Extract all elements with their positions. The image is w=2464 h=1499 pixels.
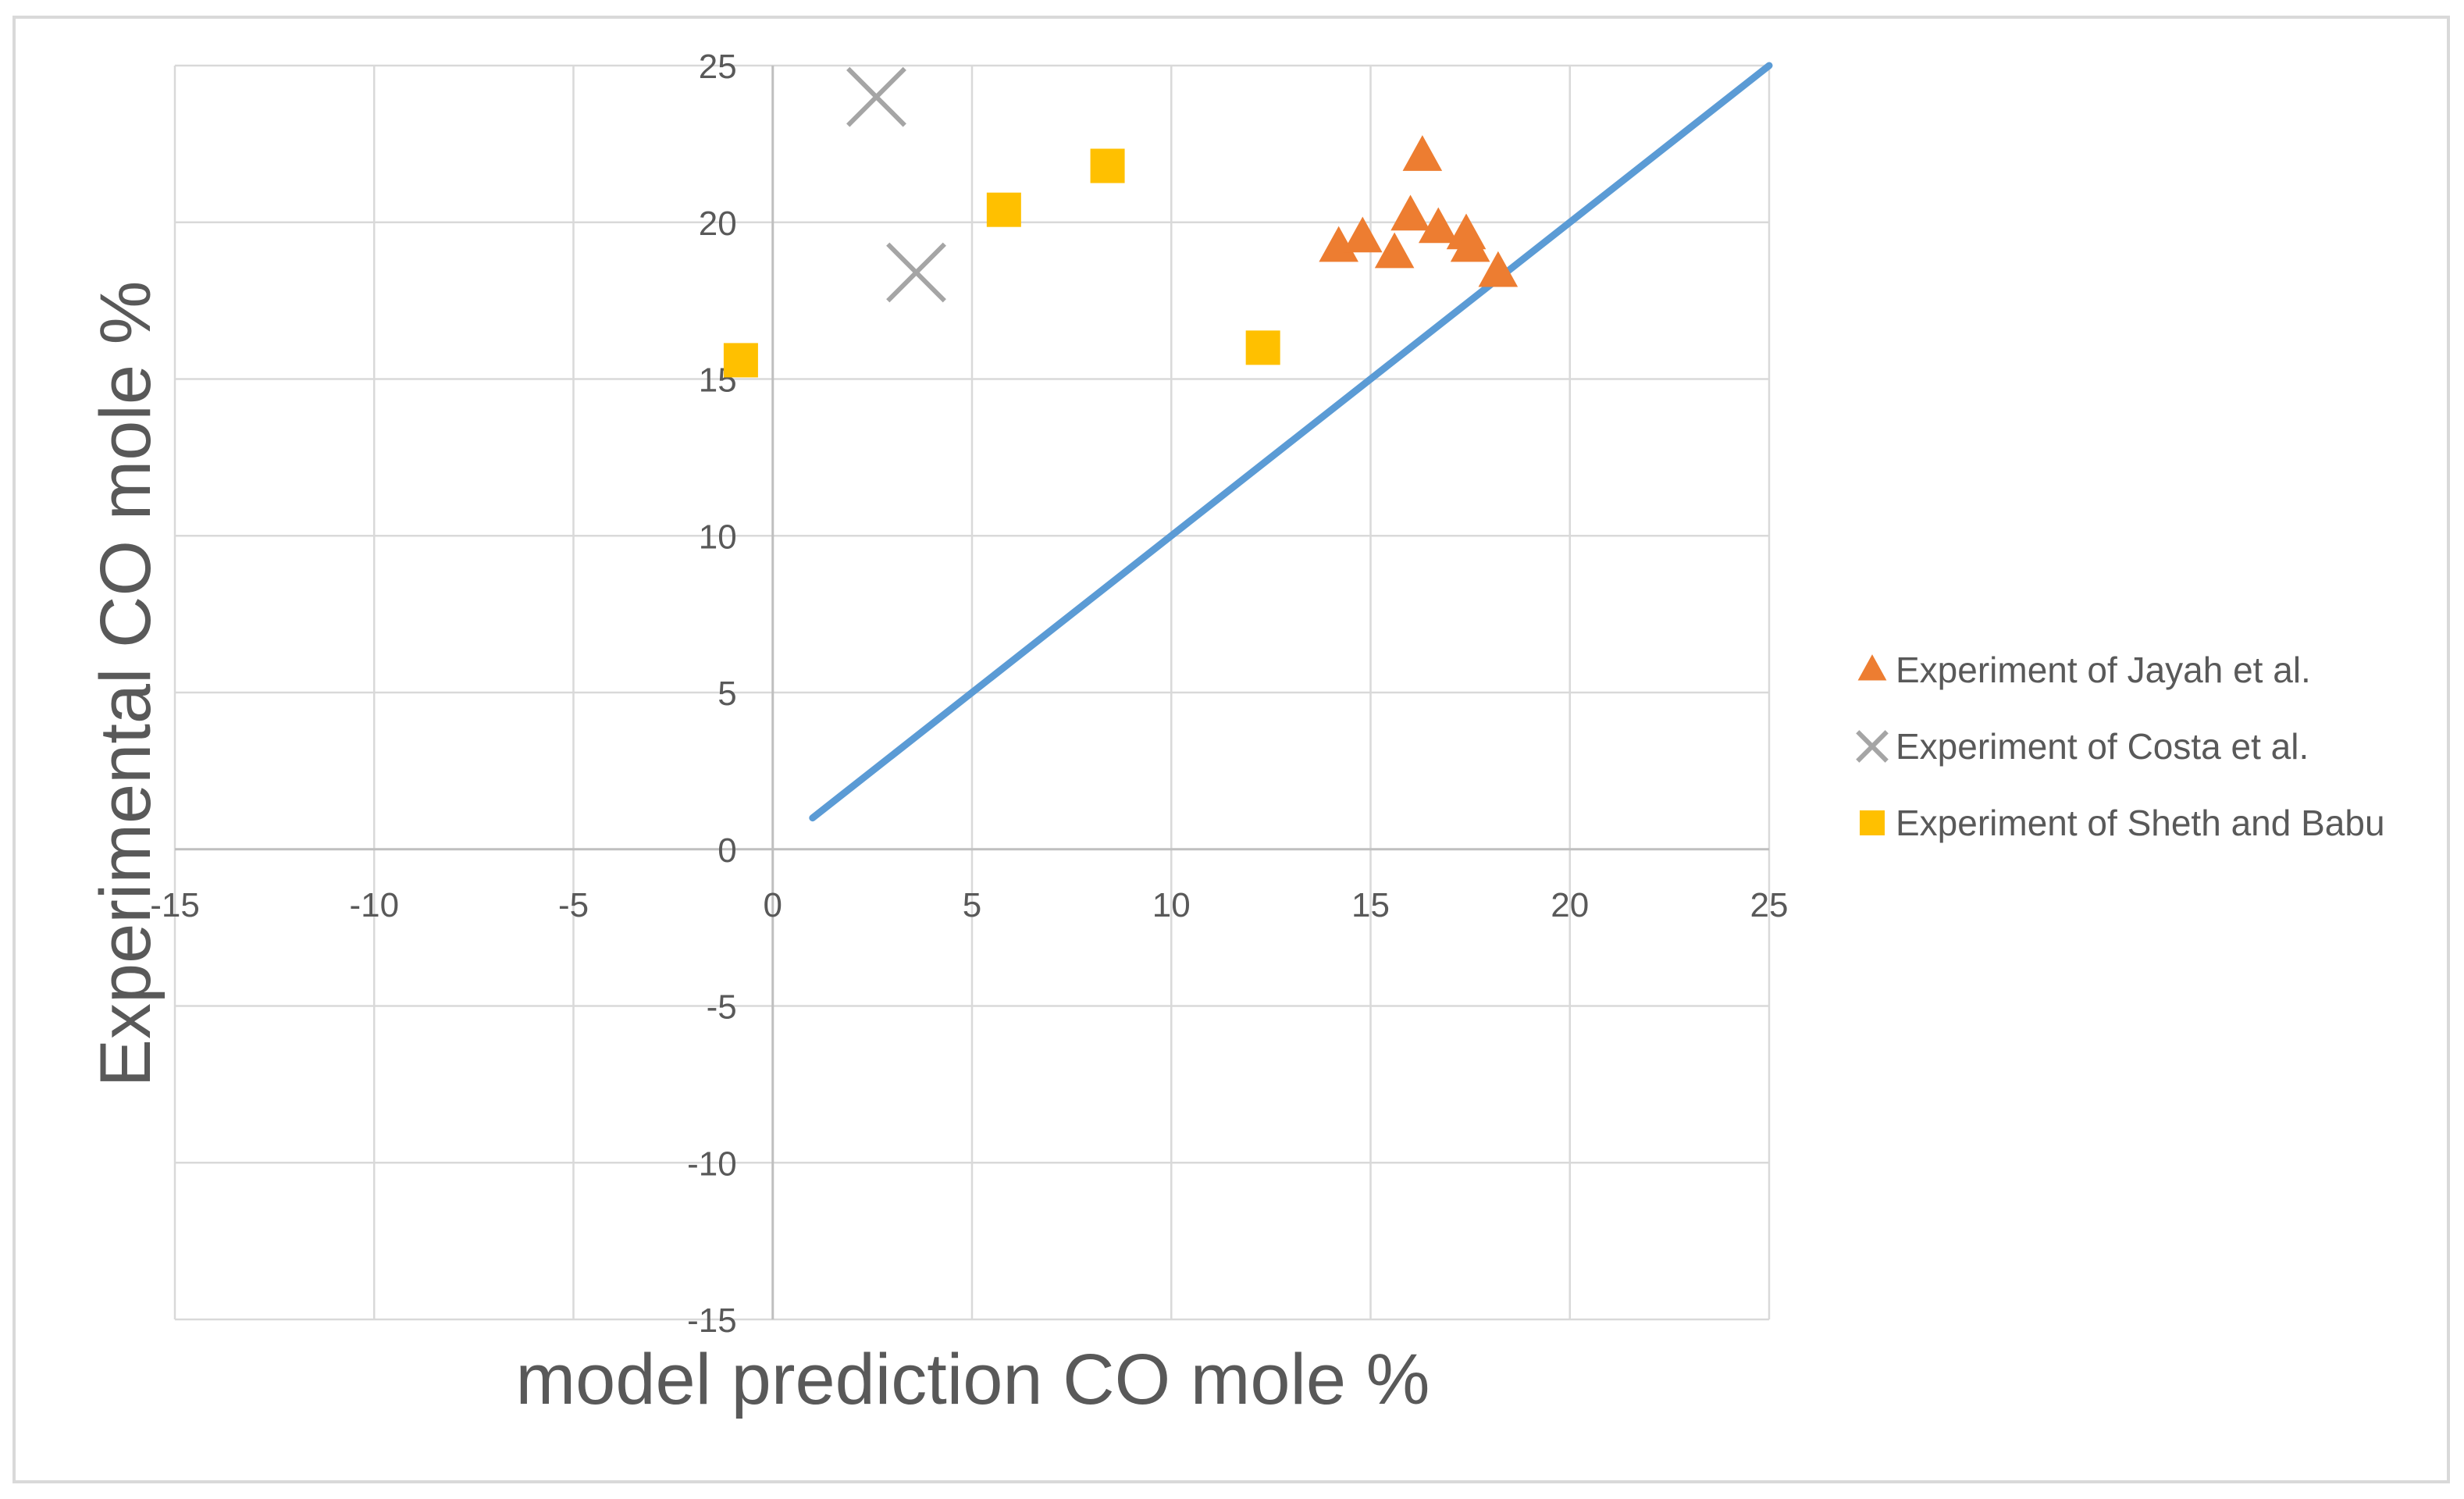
legend-item-costa: Experiment of Costa et al.	[1856, 726, 2309, 767]
axes	[175, 66, 1769, 1319]
data-point-square	[1090, 148, 1125, 183]
data-point-square	[723, 343, 758, 378]
y-tick-label: 10	[699, 518, 737, 556]
legend-marker-x	[1856, 730, 1889, 763]
data-points	[723, 66, 1519, 378]
gridlines	[173, 64, 1771, 1321]
x-axis-title: model prediction CO mole %	[516, 1340, 1430, 1419]
x-marker-stroke	[886, 242, 946, 303]
legend-marker-square	[1860, 810, 1885, 835]
x-tick-label: 25	[1750, 886, 1789, 924]
x-tick-label: 15	[1351, 886, 1390, 924]
data-point-triangle	[1342, 216, 1383, 253]
x-tick-label: 5	[963, 886, 981, 924]
legend-label-sheth-babu: Experiment of Sheth and Babu	[1896, 803, 2385, 843]
data-point-square	[1245, 330, 1280, 365]
chart-border	[12, 16, 2450, 1483]
y-tick-label: -10	[687, 1145, 737, 1183]
data-point-triangle	[1374, 232, 1415, 269]
data-point-triangle	[1418, 207, 1458, 244]
y-tick-label: 0	[717, 831, 736, 870]
legend-label-costa: Experiment of Costa et al.	[1896, 726, 2309, 767]
x-tick-label: -15	[150, 886, 200, 924]
x-tick-label: 0	[764, 886, 782, 924]
legend-item-sheth-babu: Experiment of Sheth and Babu	[1860, 803, 2385, 843]
y-tick-label: 25	[699, 48, 737, 86]
data-point-square	[986, 192, 1021, 227]
y-tick-label: -15	[687, 1301, 737, 1340]
x-marker-stroke	[846, 66, 906, 127]
legend-marker-triangle	[1857, 654, 1887, 681]
x-tick-label: -5	[558, 886, 589, 924]
data-point-triangle	[1319, 226, 1358, 262]
x-tick-label: 10	[1152, 886, 1191, 924]
data-point-triangle	[1450, 226, 1490, 262]
y-axis-title: Experimental CO mole %	[86, 281, 166, 1088]
y-tick-label: 5	[717, 675, 736, 713]
data-point-triangle	[1402, 135, 1443, 171]
x-tick-label: 20	[1551, 886, 1589, 924]
x-marker-stroke	[1856, 730, 1889, 763]
x-tick-label: -10	[349, 886, 399, 924]
legend-item-jayah: Experiment of Jayah et al.	[1857, 650, 2311, 690]
data-point-triangle	[1478, 251, 1519, 287]
legend: Experiment of Jayah et al. Experiment of…	[1856, 650, 2385, 843]
data-point-x	[846, 66, 906, 127]
reference-line	[809, 62, 1773, 822]
y-tick-label: -5	[707, 988, 737, 1027]
y-tick-label: 20	[699, 205, 737, 243]
data-point-x	[886, 242, 946, 303]
reference-line-group	[809, 62, 1773, 822]
data-point-triangle	[1390, 194, 1430, 231]
legend-label-jayah: Experiment of Jayah et al.	[1896, 650, 2311, 690]
